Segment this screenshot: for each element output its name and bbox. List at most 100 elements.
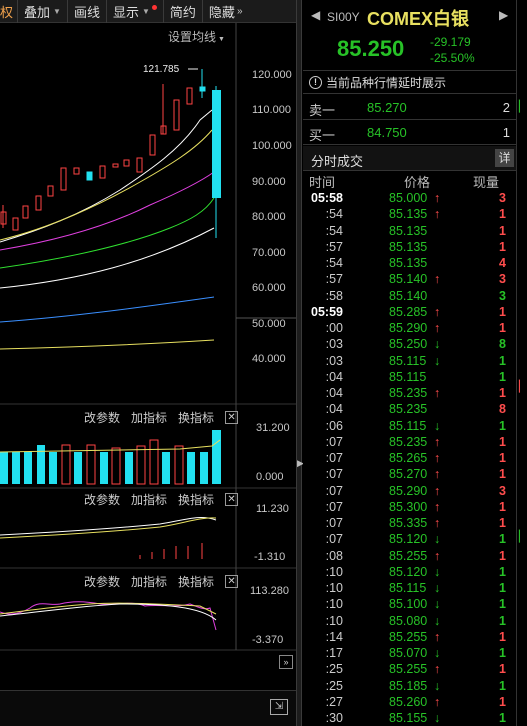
tick-row: :04 85.115 1 <box>303 369 516 385</box>
toolbar-draw-button[interactable]: 画线 <box>68 0 107 23</box>
toolbar-display-button[interactable]: 显示 ▼ <box>107 0 164 23</box>
tick-list[interactable]: 05:58 85.000 ↑ 3:54 85.135 ↑ 1:54 85.135 1:57 85.… <box>303 190 516 726</box>
add-indicator-button[interactable]: 加指标 <box>131 411 168 425</box>
volume-bars <box>0 430 221 485</box>
tick-volume: 1 <box>499 239 506 254</box>
tick-price: 85.135 <box>389 207 428 222</box>
delay-notice[interactable]: ! 当前品种行情延时展示 <box>303 70 516 94</box>
orderbook-bid-row[interactable]: 买一 84.750 1 <box>303 121 516 145</box>
tray-icon[interactable]: ⇲ <box>270 699 288 715</box>
tick-time: :07 <box>325 516 343 530</box>
tick-time: :00 <box>325 321 343 335</box>
volume-bar <box>111 447 121 485</box>
close-icon[interactable]: ✕ <box>225 493 239 506</box>
candle <box>12 217 19 231</box>
quote-panel: ◀ SI00Y COMEX白银 ▶ 85.250 -29.179 -25.50%… <box>303 0 516 726</box>
arrow-up-icon: ↑ <box>434 386 441 400</box>
tick-price: 85.290 <box>389 321 428 335</box>
tick-time: :04 <box>325 369 343 384</box>
symbol-code: SI00Y <box>327 10 360 24</box>
volume-bar <box>200 452 208 484</box>
prev-symbol-icon[interactable]: ◀ <box>311 8 321 22</box>
price-axis-label: 70.000 <box>252 247 286 259</box>
tick-row: :04 85.235 8 <box>303 401 516 417</box>
indicator3-signal-line <box>0 602 217 615</box>
bid-label: 买一 <box>309 128 336 143</box>
close-icon[interactable]: ✕ <box>225 575 239 588</box>
tick-price: 85.135 <box>389 239 428 254</box>
tick-row: :06 85.115 ↓ 1 <box>303 418 516 434</box>
arrow-up-icon: ↑ <box>434 191 441 205</box>
collapse-arrow-icon[interactable]: ▶ <box>297 458 304 468</box>
toolbar-overlay-label: 叠加 <box>24 4 51 20</box>
arrow-up-icon: ↑ <box>434 451 441 465</box>
tick-price: 85.260 <box>389 694 428 709</box>
modify-params-button[interactable]: 改参数 <box>84 493 121 507</box>
volume-bar <box>125 452 133 484</box>
edge-mark: ▏ <box>519 531 527 543</box>
volume-bar <box>149 439 159 485</box>
toolbar-overlay-button[interactable]: 叠加 ▼ <box>18 0 68 23</box>
tick-time: :07 <box>325 434 343 449</box>
tick-price: 85.255 <box>389 548 428 563</box>
tick-row: :10 85.115 ↓ 1 <box>303 580 516 596</box>
toolbar-hide-button[interactable]: 隐藏 » <box>203 0 247 23</box>
panel-splitter[interactable]: ▶ <box>296 0 304 726</box>
close-icon[interactable]: ✕ <box>225 411 239 424</box>
tick-volume: 1 <box>499 516 506 530</box>
add-indicator-button[interactable]: 加指标 <box>131 575 168 589</box>
tick-time: :25 <box>325 662 343 677</box>
tick-row: :03 85.115 ↓ 1 <box>303 353 516 369</box>
info-icon: ! <box>309 75 322 89</box>
price-axis-label: 120.000 <box>252 69 292 81</box>
volume-bar <box>61 444 71 485</box>
macd-panel-controls: 改参数 加指标 换指标 ✕ <box>84 491 239 508</box>
high-price-marker: 121.785 <box>143 64 180 75</box>
tick-time: 05:59 <box>311 304 343 319</box>
candle <box>123 159 130 167</box>
modify-params-button[interactable]: 改参数 <box>84 411 121 425</box>
tick-volume: 1 <box>499 646 506 660</box>
detail-button[interactable]: 详 <box>495 149 514 167</box>
volume-bar <box>49 452 57 484</box>
tick-row: :10 85.080 ↓ 1 <box>303 613 516 629</box>
tick-time: :10 <box>325 564 343 579</box>
modify-params-button[interactable]: 改参数 <box>84 575 121 589</box>
kline-chart-canvas[interactable]: 120.000 110.000 100.000 90.000 80.000 70… <box>0 23 296 690</box>
macd-axis-label: -1.310 <box>254 551 285 563</box>
tick-price: 85.250 <box>389 337 428 352</box>
toolbar-rights-label: 权 <box>0 4 14 20</box>
expand-panel-icon[interactable]: » <box>279 655 293 669</box>
tick-time: :54 <box>325 256 343 270</box>
tick-price: 85.270 <box>389 467 428 482</box>
volume-panel-controls: 改参数 加指标 换指标 ✕ <box>84 409 239 426</box>
ask-label: 卖一 <box>309 103 336 118</box>
switch-indicator-button[interactable]: 换指标 <box>178 411 215 425</box>
tick-time: :08 <box>325 548 343 563</box>
arrow-down-icon: ↓ <box>434 613 441 628</box>
ma20-line <box>0 171 215 251</box>
orderbook-ask-row[interactable]: 卖一 85.270 2 <box>303 96 516 120</box>
ma-settings-button[interactable]: 设置均线 ▼ <box>168 28 225 45</box>
toolbar-simple-button[interactable]: 简约 <box>164 0 203 23</box>
tick-row: :25 85.185 ↓ 1 <box>303 678 516 694</box>
tick-row: :07 85.270 ↑ 1 <box>303 466 516 482</box>
next-symbol-icon[interactable]: ▶ <box>499 8 509 22</box>
volume-bar <box>174 445 184 485</box>
tick-price: 85.235 <box>389 434 428 449</box>
candlestick-series <box>0 69 221 238</box>
tick-price: 85.120 <box>389 532 428 547</box>
arrow-up-icon: ↑ <box>434 272 441 287</box>
tick-price: 85.135 <box>389 223 428 238</box>
switch-indicator-button[interactable]: 换指标 <box>178 575 215 589</box>
switch-indicator-button[interactable]: 换指标 <box>178 493 215 507</box>
toolbar-hide-label: 隐藏 <box>208 4 235 20</box>
tick-row: :54 85.135 1 <box>303 223 516 239</box>
candle <box>60 167 67 191</box>
tick-price: 85.235 <box>389 386 428 400</box>
toolbar-rights-button[interactable]: 权 <box>0 0 19 23</box>
macd-dea-line <box>0 517 217 539</box>
tick-row: :07 85.290 ↑ 3 <box>303 483 516 499</box>
volume-bar <box>162 452 170 484</box>
add-indicator-button[interactable]: 加指标 <box>131 493 168 507</box>
